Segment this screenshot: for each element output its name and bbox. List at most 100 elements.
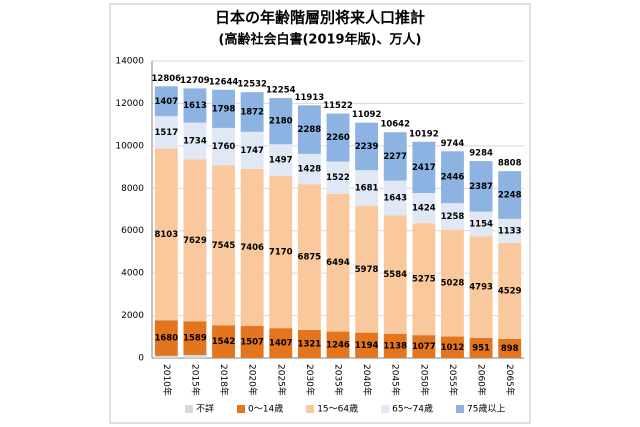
bar-segment — [383, 180, 407, 216]
value-label: 1798 — [212, 104, 236, 114]
value-label: 1517 — [154, 128, 178, 138]
value-label: 1542 — [212, 337, 236, 347]
total-label: 12644 — [209, 77, 239, 87]
legend-label: 75歳以上 — [467, 403, 505, 415]
value-label: 5275 — [412, 275, 436, 285]
bar-segment — [154, 355, 178, 358]
chart-title: 日本の年齢階層別将来人口推計 — [215, 9, 425, 27]
value-label: 1407 — [269, 339, 293, 349]
legend-swatch — [456, 405, 465, 413]
bar-segment — [212, 127, 235, 166]
x-tick-label: 2025年 — [275, 364, 287, 396]
bar-segment — [297, 105, 321, 154]
value-label: 5978 — [355, 265, 379, 275]
x-tick-label: 2045年 — [390, 364, 402, 396]
bar-segment — [498, 242, 522, 339]
bar-segment — [240, 92, 264, 132]
x-tick-label: 2060年 — [476, 364, 488, 396]
bar-segment — [441, 203, 464, 230]
bar-segment — [183, 88, 207, 123]
value-label: 1407 — [154, 97, 178, 107]
bar-segment — [498, 218, 522, 243]
total-label: 10642 — [380, 120, 410, 130]
bar-segment — [326, 193, 350, 332]
value-label: 2180 — [269, 117, 293, 127]
value-label: 1613 — [183, 101, 207, 111]
total-label: 12709 — [180, 76, 210, 86]
y-tick-label: 4000 — [121, 269, 144, 279]
total-label: 9284 — [469, 149, 493, 159]
total-label: 8808 — [498, 159, 522, 169]
value-label: 951 — [472, 343, 490, 353]
value-label: 5028 — [441, 279, 465, 289]
bar-segment — [326, 113, 350, 162]
bar-segment — [326, 161, 350, 194]
y-tick-label: 10000 — [115, 141, 144, 151]
bar-segment — [183, 122, 207, 160]
value-label: 1747 — [240, 146, 264, 156]
legend-label: 不詳 — [196, 403, 214, 415]
bar-segment — [183, 159, 207, 322]
bar-segment — [183, 321, 207, 355]
bar-segment — [412, 193, 436, 224]
total-label: 9744 — [441, 139, 465, 149]
value-label: 1246 — [326, 340, 350, 350]
value-label: 1507 — [240, 338, 264, 348]
y-tick-label: 14000 — [115, 57, 144, 67]
value-label: 2260 — [326, 133, 350, 143]
value-label: 5584 — [383, 270, 407, 280]
x-tick-label: 2035年 — [333, 364, 345, 396]
bar-segment — [154, 86, 178, 117]
legend-label: 65～74歳 — [392, 403, 433, 415]
bar-segment — [212, 325, 235, 358]
value-label: 7629 — [183, 236, 207, 246]
bar-segment — [412, 335, 436, 358]
bar-segment — [441, 336, 464, 358]
bar-segment — [383, 132, 407, 181]
y-tick-label: 6000 — [121, 226, 144, 236]
value-label: 7170 — [269, 248, 293, 258]
value-label: 7406 — [240, 243, 264, 253]
total-label: 11522 — [323, 101, 353, 111]
value-label: 1872 — [240, 107, 264, 117]
bar-segment — [269, 328, 293, 358]
value-label: 1138 — [383, 341, 407, 351]
x-tick-label: 2050年 — [418, 364, 430, 396]
value-label: 2248 — [498, 190, 522, 200]
value-label: 1077 — [412, 342, 436, 352]
total-label: 12254 — [266, 86, 296, 96]
total-label: 11913 — [295, 93, 325, 103]
legend-swatch — [237, 405, 246, 413]
x-tick-label: 2020年 — [247, 364, 259, 396]
bar-segment — [498, 338, 522, 358]
x-tick-label: 2030年 — [304, 364, 316, 396]
bar-segment — [240, 168, 264, 327]
value-label: 2387 — [469, 182, 493, 192]
value-label: 2277 — [383, 152, 407, 162]
value-label: 4529 — [498, 286, 522, 296]
bar-segment — [212, 89, 235, 128]
bar-segment — [154, 116, 178, 149]
bar-segment — [297, 329, 321, 358]
bar-segment — [269, 176, 293, 329]
y-tick-label: 8000 — [121, 184, 144, 194]
x-tick-label: 2065年 — [504, 364, 516, 396]
value-label: 1497 — [269, 156, 293, 166]
value-label: 1133 — [498, 226, 522, 236]
total-label: 12532 — [237, 80, 267, 90]
bar-segment — [412, 223, 436, 336]
value-label: 898 — [501, 344, 519, 354]
value-label: 1680 — [154, 334, 178, 344]
x-tick-label: 2040年 — [361, 364, 373, 396]
legend-swatch — [381, 405, 390, 413]
bar-segment — [212, 165, 235, 326]
bar-segment — [355, 205, 379, 333]
legend-label: 15～64歳 — [317, 403, 358, 415]
bar-segment — [269, 144, 293, 177]
bar-segment — [183, 354, 207, 358]
value-label: 1194 — [355, 341, 379, 351]
x-tick-label: 2015年 — [189, 364, 201, 396]
value-label: 1258 — [441, 212, 465, 222]
bar-segment — [441, 151, 464, 204]
bar-segment — [412, 141, 436, 194]
